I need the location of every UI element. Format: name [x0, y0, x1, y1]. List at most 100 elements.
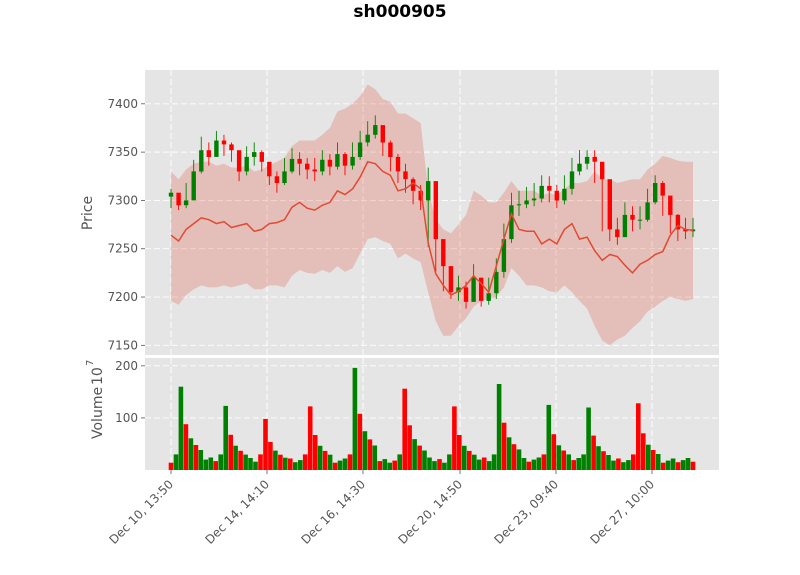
candle-body: [297, 158, 302, 164]
price-tick-label: 7300: [107, 193, 138, 207]
volume-bar: [486, 461, 492, 470]
volume-bar: [168, 462, 174, 470]
candle-body: [403, 171, 408, 180]
volume-bar: [546, 404, 552, 470]
volume-bar: [243, 454, 248, 470]
volume-bar: [437, 459, 442, 470]
x-tick-label: Dec 16, 14:30: [298, 477, 368, 547]
candle-body: [206, 150, 211, 157]
volume-y-ticks: 100 200: [115, 359, 145, 425]
volume-bar: [367, 439, 373, 470]
candle-body: [214, 140, 219, 157]
volume-bar: [462, 445, 467, 470]
volume-bar: [586, 407, 591, 470]
volume-bar: [412, 439, 417, 470]
volume-bar: [198, 450, 204, 470]
x-tick-label: Dec 27, 10:00: [587, 477, 657, 547]
candle-body: [191, 171, 196, 201]
x-tick-label: Dec 14, 14:10: [202, 477, 272, 547]
candle-body: [267, 161, 272, 177]
volume-bar: [397, 454, 402, 470]
volume-bar: [432, 461, 437, 470]
volume-bar: [283, 457, 288, 470]
volume-bar: [208, 457, 214, 470]
volume-bar: [238, 450, 243, 470]
candle-body: [244, 156, 249, 172]
candle-body: [418, 190, 423, 201]
chart-title: sh000905: [353, 2, 446, 22]
volume-bar: [581, 454, 586, 470]
volume-bar: [457, 435, 462, 470]
volume-axis-exponent-power: 7: [85, 360, 96, 366]
volume-bar: [427, 457, 432, 470]
candle-body: [395, 156, 401, 172]
candle-body: [365, 134, 370, 143]
candle-body: [554, 190, 559, 201]
candle-body: [509, 205, 514, 240]
price-tick-label: 7150: [107, 338, 138, 352]
candle-body: [335, 154, 340, 167]
candle-body: [426, 181, 431, 201]
x-tick-label: Dec 10, 13:50: [106, 477, 176, 547]
price-y-ticks: 7150 7200 7250 7300 7350 7400: [107, 97, 145, 352]
volume-bar: [496, 384, 502, 470]
volume-bar: [660, 462, 666, 470]
volume-tick-label: 100: [115, 411, 138, 425]
volume-bar: [392, 460, 397, 470]
volume-bar: [675, 462, 681, 470]
candle-body: [501, 239, 507, 272]
volume-bar: [347, 454, 353, 470]
volume-bar: [670, 458, 676, 470]
candle-body: [516, 204, 522, 206]
volume-bar: [685, 458, 691, 470]
volume-bar: [307, 406, 313, 470]
volume-bar: [650, 450, 656, 470]
volume-bar: [188, 438, 194, 470]
volume-bar: [447, 454, 452, 470]
candle-body: [274, 176, 280, 184]
volume-bar: [591, 435, 596, 470]
volume-bar: [258, 454, 263, 470]
volume-bar: [665, 460, 671, 470]
volume-bar: [293, 462, 298, 470]
candle-body: [524, 200, 529, 205]
volume-bar: [501, 422, 507, 470]
candle-body: [433, 181, 438, 240]
candle-body: [373, 125, 378, 135]
volume-bar: [288, 458, 293, 470]
candle-body: [645, 202, 650, 220]
candle-body: [199, 150, 204, 172]
candle-body: [441, 239, 446, 267]
candle-body: [305, 163, 310, 170]
candle-body: [350, 156, 355, 166]
price-tick-label: 7200: [107, 290, 138, 304]
candle-body: [357, 142, 363, 157]
candle-body: [653, 183, 658, 203]
volume-bar: [372, 445, 378, 470]
volume-bar: [422, 450, 427, 470]
candle-body: [637, 219, 643, 221]
volume-bar: [248, 458, 253, 470]
volume-bar: [452, 406, 457, 470]
candle-body: [630, 214, 635, 220]
candle-body: [660, 183, 665, 196]
price-tick-label: 7350: [107, 145, 138, 159]
candle-body: [683, 229, 688, 232]
candle-body: [282, 171, 287, 183]
volume-bar: [317, 445, 323, 470]
volume-bar: [178, 386, 184, 470]
candle-body: [236, 150, 242, 172]
candle-body: [320, 159, 325, 172]
volume-bar: [268, 441, 273, 470]
volume-bar: [511, 444, 517, 470]
volume-bar: [382, 459, 388, 470]
candle-body: [675, 214, 681, 230]
volume-bar: [596, 446, 601, 470]
candle-body: [531, 198, 537, 201]
volume-bar: [233, 445, 238, 470]
volume-bar: [387, 462, 392, 470]
volume-bar: [263, 418, 268, 470]
volume-bar: [322, 450, 328, 470]
volume-bar: [606, 455, 611, 470]
